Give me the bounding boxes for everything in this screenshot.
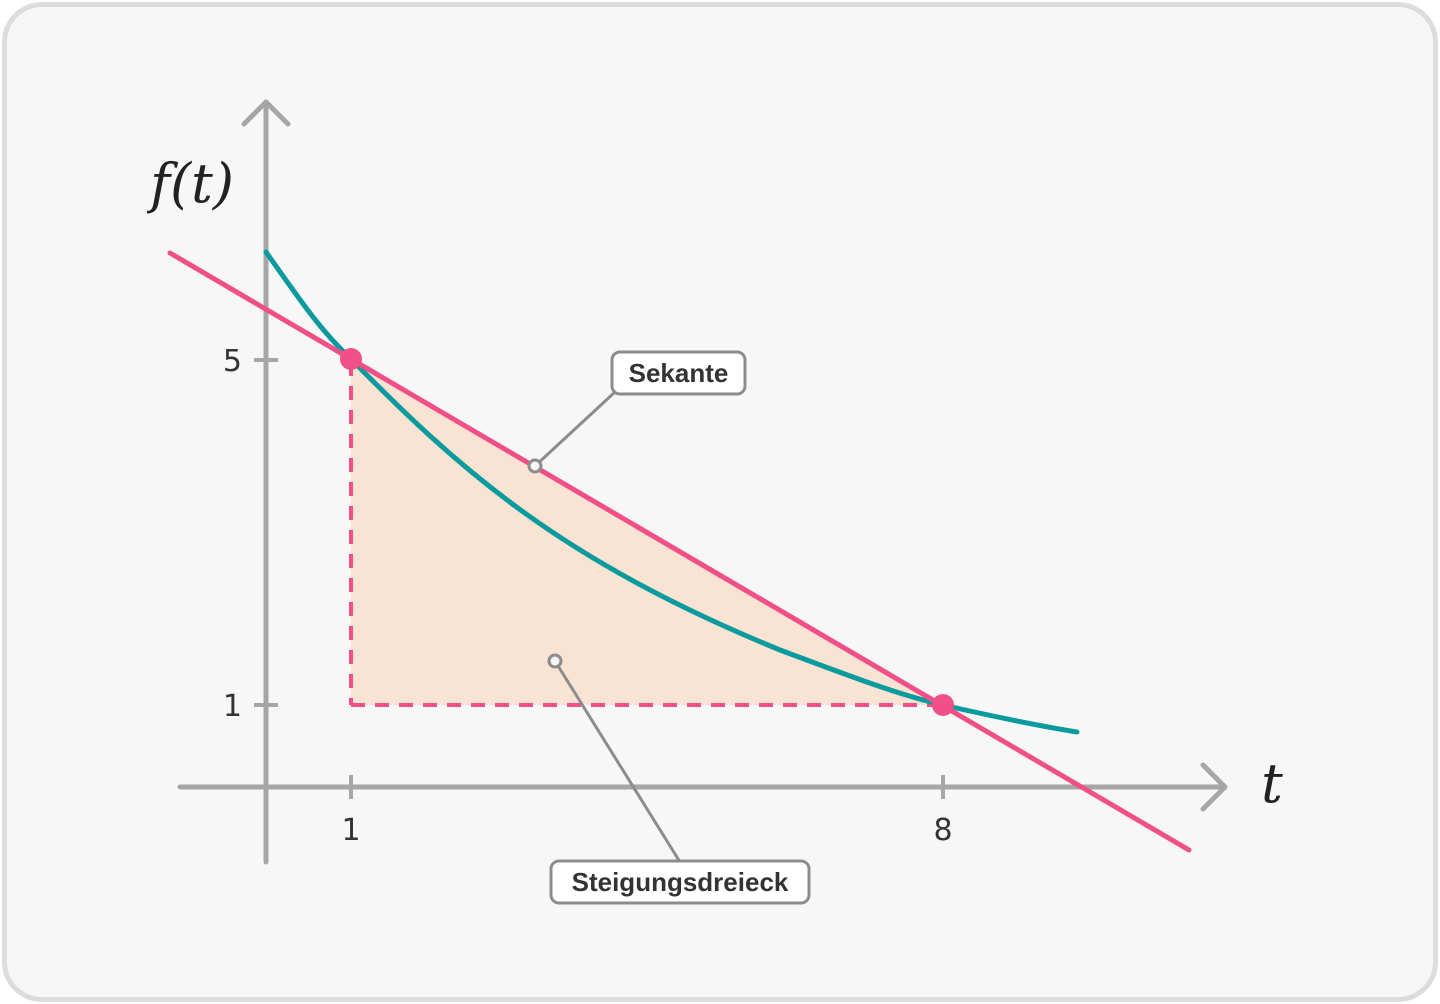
triangle-callout-box (549, 859, 811, 905)
x-tick-label-1: 1 (341, 813, 360, 848)
y-tick-label-5: 5 (223, 344, 242, 379)
x-axis-arrowhead (1200, 762, 1228, 812)
x-axis-label: t (1261, 752, 1283, 815)
triangle-callout-anchor (547, 653, 563, 669)
secant-callout-anchor (527, 458, 543, 474)
triangle-callout-label: Steigungsdreieck (572, 867, 789, 897)
secant-line (167, 250, 1192, 853)
secant-callout-leader (533, 390, 617, 468)
secant-callout-box (610, 350, 747, 396)
y-axis-arrowhead (241, 99, 291, 127)
function-curve (263, 249, 1080, 735)
y-tick-label-1: 1 (223, 689, 242, 724)
point-t8 (932, 694, 954, 716)
x-tick-label-8: 8 (933, 813, 952, 848)
y-axis-label: f(t) (146, 152, 234, 215)
triangle-callout-leader (553, 660, 682, 863)
secant-callout-label: Sekante (629, 358, 729, 388)
point-t1 (340, 348, 362, 370)
